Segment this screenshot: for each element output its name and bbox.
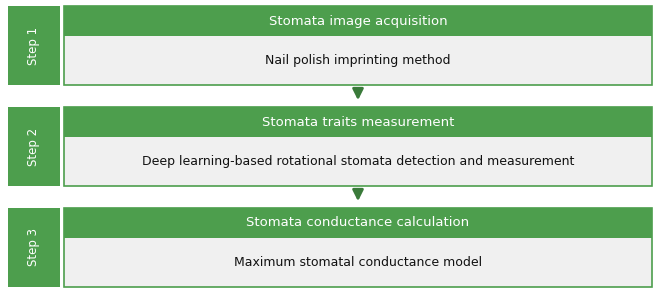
Text: Stomata traits measurement: Stomata traits measurement — [262, 115, 454, 129]
Bar — [64, 208, 652, 238]
Bar — [64, 6, 652, 36]
Text: Deep learning-based rotational stomata detection and measurement: Deep learning-based rotational stomata d… — [142, 155, 574, 168]
Text: Maximum stomatal conductance model: Maximum stomatal conductance model — [234, 256, 482, 269]
Bar — [64, 107, 652, 137]
Text: Step 3: Step 3 — [28, 229, 40, 267]
Text: Step 2: Step 2 — [28, 127, 40, 166]
Text: Nail polish imprinting method: Nail polish imprinting method — [265, 54, 451, 67]
Bar — [64, 107, 652, 186]
Bar — [64, 238, 652, 287]
Text: Stomata conductance calculation: Stomata conductance calculation — [246, 217, 469, 229]
Bar — [8, 107, 60, 186]
Bar — [8, 208, 60, 287]
Bar — [64, 137, 652, 186]
Bar — [8, 6, 60, 85]
Text: Stomata image acquisition: Stomata image acquisition — [269, 14, 447, 28]
Bar — [64, 6, 652, 85]
Bar — [64, 208, 652, 287]
Bar — [64, 36, 652, 85]
Text: Step 1: Step 1 — [28, 26, 40, 64]
